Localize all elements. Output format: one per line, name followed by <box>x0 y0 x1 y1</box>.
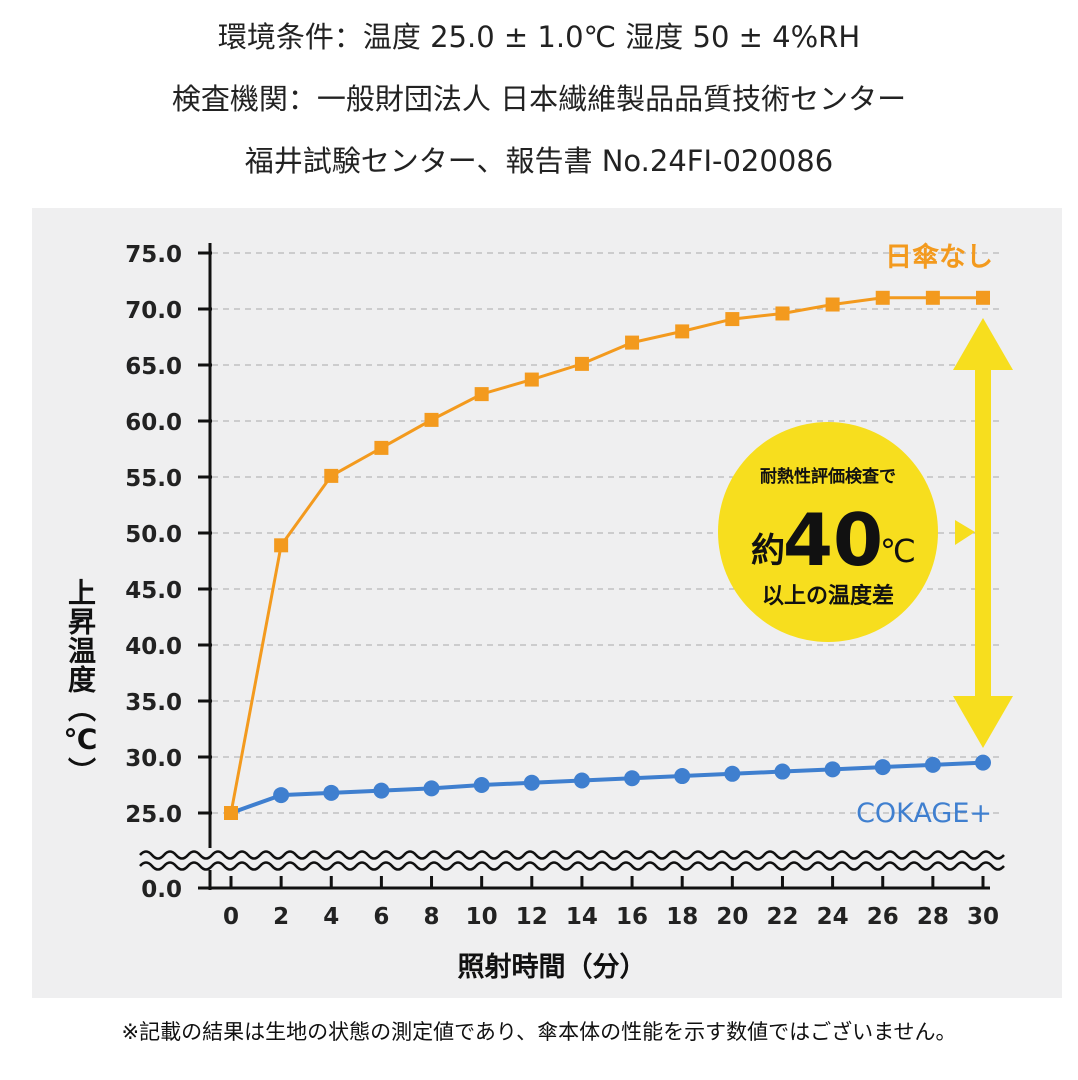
x-tick-label: 16 <box>616 904 648 930</box>
institution-line: 検査機関：一般財団法人 日本繊維製品品質技術センター <box>171 82 907 116</box>
x-tick-label: 22 <box>766 904 798 930</box>
data-point <box>373 782 390 799</box>
x-tick-label: 8 <box>424 904 440 930</box>
data-point <box>524 372 539 387</box>
y-tick-label: 65.0 <box>125 354 182 380</box>
data-point <box>423 780 440 797</box>
data-point <box>724 765 741 782</box>
x-tick-label: 14 <box>566 904 598 930</box>
data-point <box>273 787 290 804</box>
data-point <box>775 306 790 321</box>
callout-prefix: 約 <box>751 531 785 571</box>
series-line-no-parasol <box>229 296 983 814</box>
axis-break-wave <box>139 861 1005 871</box>
callout-bottom: 以上の温度差 <box>762 583 894 609</box>
x-tick-label: 4 <box>323 904 339 930</box>
x-tick-label: 24 <box>817 904 849 930</box>
data-point <box>725 312 740 327</box>
x-tick-label: 10 <box>466 904 498 930</box>
y-tick-label: 25.0 <box>125 802 182 828</box>
series-label-cokage: COKAGE+ <box>856 798 992 829</box>
data-point <box>624 770 641 787</box>
callout-top: 耐熱性評価検査で <box>760 466 896 487</box>
arrow-shaft <box>975 365 991 700</box>
data-point <box>774 763 791 780</box>
y-tick-label: 35.0 <box>125 690 182 716</box>
y-tick-label: 0.0 <box>141 877 182 903</box>
data-point <box>674 768 691 785</box>
y-axis-label: 上昇温度（℃） <box>64 578 97 786</box>
x-tick-label: 28 <box>917 904 949 930</box>
data-point <box>574 356 589 371</box>
arrow-head-down <box>953 696 1013 748</box>
data-point <box>274 538 289 553</box>
data-point <box>924 756 941 773</box>
data-point <box>976 290 990 305</box>
data-point <box>474 387 489 402</box>
report-line: 福井試験センター、報告書 No.24FI-020086 <box>244 144 834 178</box>
y-tick-label: 30.0 <box>125 746 182 772</box>
x-tick-label: 2 <box>273 904 289 930</box>
y-tick-label: 60.0 <box>125 410 182 436</box>
series-label-no-parasol: 日傘なし <box>885 242 993 273</box>
data-point <box>224 806 238 820</box>
y-tick-label: 70.0 <box>125 298 182 324</box>
conditions-line: 環境条件：温度 25.0 ± 1.0℃ 湿度 50 ± 4%RH <box>217 20 861 54</box>
data-point <box>324 468 339 483</box>
data-point <box>323 784 340 801</box>
x-tick-label: 26 <box>867 904 899 930</box>
axis-break-wave <box>139 850 1005 860</box>
y-tick-label: 75.0 <box>125 242 182 268</box>
data-point <box>374 440 389 455</box>
x-tick-label: 12 <box>516 904 548 930</box>
data-point <box>675 324 690 339</box>
x-tick-label: 30 <box>967 904 999 930</box>
y-tick-label: 40.0 <box>125 634 182 660</box>
data-point <box>875 290 890 305</box>
data-point <box>824 761 841 778</box>
data-point <box>925 290 940 305</box>
series-line-cokage <box>230 760 984 815</box>
x-tick-label: 0 <box>223 904 239 930</box>
callout-unit: ℃ <box>880 532 916 570</box>
x-axis-label: 照射時間（分） <box>458 952 647 983</box>
data-point <box>523 774 540 791</box>
data-point <box>573 772 590 789</box>
bubble-pointer <box>955 520 975 545</box>
x-tick-label: 6 <box>373 904 389 930</box>
data-point <box>424 412 439 427</box>
footnote: ※記載の結果は生地の状態の測定値であり、傘本体の性能を示す数値ではございません。 <box>121 1020 957 1044</box>
callout-value: 40 <box>783 498 883 582</box>
x-tick-label: 20 <box>716 904 748 930</box>
y-tick-label: 45.0 <box>125 578 182 604</box>
callout-bubble: 耐熱性評価検査で 約 40 ℃ 以上の温度差 <box>718 422 975 642</box>
bubble-circle <box>718 422 938 642</box>
x-tick-label: 18 <box>666 904 698 930</box>
data-point <box>473 777 490 793</box>
difference-arrow <box>953 318 1013 748</box>
data-point <box>825 297 840 312</box>
arrow-head-up <box>953 318 1013 370</box>
data-point <box>874 759 891 776</box>
data-point <box>625 335 640 350</box>
data-point <box>975 754 991 771</box>
y-tick-label: 50.0 <box>125 522 182 548</box>
y-tick-label: 55.0 <box>125 466 182 492</box>
